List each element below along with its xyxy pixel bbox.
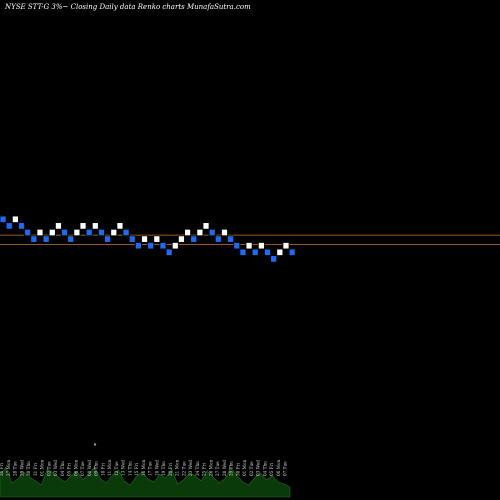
renko-brick-down [264, 248, 272, 257]
renko-brick-down [61, 228, 69, 237]
date-label: 09 Thu [94, 461, 99, 476]
date-label: 25 Fri [202, 462, 207, 476]
date-label: 20 Fri [168, 462, 173, 476]
renko-brick-down [5, 222, 13, 230]
renko-brick-up [220, 228, 228, 237]
renko-brick-up [54, 222, 62, 230]
date-label: 30 Thu [26, 461, 31, 476]
renko-brick-down [233, 241, 241, 250]
date-label: 26 Fri [0, 462, 4, 476]
date-label: 07 Tue [80, 461, 85, 476]
renko-brick-down [85, 228, 93, 237]
renko-brick-up [79, 222, 87, 230]
renko-brick-up [184, 228, 192, 237]
renko-brick-down [18, 222, 26, 230]
date-label: 19 Thu [161, 461, 166, 476]
date-label: 23 Wed [188, 460, 193, 476]
renko-brick-down [251, 248, 259, 257]
renko-brick-up [116, 222, 124, 230]
renko-brick-up [91, 222, 99, 230]
date-label: 15 Fri [134, 462, 139, 476]
renko-brick-down [30, 235, 38, 243]
renko-brick-down [159, 241, 167, 250]
date-label: 13 Wed [121, 460, 126, 476]
date-label: 05 Fri [269, 462, 274, 476]
date-label: 10 Fri [100, 462, 105, 476]
date-label: 14 Thu [127, 461, 132, 476]
renko-brick-down [288, 248, 296, 257]
renko-brick-up [245, 241, 253, 250]
renko-brick-up [171, 241, 179, 250]
date-labels: 26 Fri 27 Mon 28 Tue 29 Wed 30 Thu 31 Fri 01 M… [0, 460, 288, 476]
date-label: 24 Thu [195, 461, 200, 476]
renko-brick-down [128, 235, 136, 243]
renko-brick-down [134, 241, 142, 250]
date-label: 02 Tue [46, 461, 51, 476]
renko-brick-up [196, 228, 204, 237]
renko-brick-up [48, 228, 56, 237]
chart-title: NYSE STT-G 3%~ Closing Daily data Renko … [4, 3, 251, 11]
renko-brick-down [97, 228, 106, 237]
renko-brick-up [202, 222, 210, 230]
renko-brick-up [11, 215, 19, 224]
date-label: 29 Wed [19, 460, 24, 476]
volume-area-shape [0, 466, 291, 498]
renko-brick-up [140, 235, 149, 243]
renko-brick-up [153, 235, 161, 243]
date-label: 30 Fri [235, 462, 240, 476]
renko-brick-down [122, 228, 130, 237]
date-label: 22 Tue [181, 461, 186, 476]
date-label: 05 Fri [67, 462, 72, 476]
renko-brick-down [270, 255, 278, 263]
date-label: 18 Wed [154, 460, 159, 476]
date-label: 27 Mon [6, 460, 11, 476]
date-label: 03 Wed [256, 460, 261, 476]
date-label: 16 Mon [141, 460, 146, 476]
date-label: 26 Mon [208, 460, 213, 476]
date-label: 07 Tue [283, 461, 288, 476]
renko-brick-down [190, 235, 198, 243]
renko-bricks [0, 215, 296, 263]
date-label: 27 Tue [215, 461, 220, 476]
volume-outlier-point [93, 443, 97, 446]
date-label: 04 Thu [262, 461, 267, 476]
date-label: 08 Wed [87, 460, 92, 476]
renko-brick-down [165, 248, 173, 257]
date-label: 28 Tue [13, 461, 18, 476]
date-label: 29 Thu [229, 461, 234, 476]
date-label: 31 Fri [33, 462, 38, 476]
renko-brick-up [177, 235, 185, 243]
renko-brick-down [239, 248, 247, 257]
date-label: 03 Wed [53, 460, 58, 476]
date-label: 04 Thu [60, 461, 65, 476]
date-label: 06 Mon [73, 460, 78, 476]
date-label: 02 Tue [249, 461, 254, 476]
renko-brick-down [227, 235, 235, 243]
date-label: 06 Mon [276, 460, 281, 476]
date-label: 11 Mon [107, 460, 112, 476]
renko-brick-up [257, 241, 265, 250]
date-label: 21 Mon [175, 460, 180, 476]
date-label: 01 Mon [242, 460, 247, 476]
renko-brick-up [36, 228, 44, 237]
date-label: 17 Tue [148, 461, 153, 476]
renko-brick-down [67, 235, 75, 243]
renko-brick-up [73, 228, 81, 237]
renko-brick-down [42, 235, 50, 243]
renko-brick-up [282, 241, 290, 250]
renko-brick-up [276, 248, 284, 257]
renko-brick-down [104, 235, 112, 243]
renko-brick-down [0, 215, 7, 224]
renko-brick-down [208, 228, 216, 237]
renko-brick-down [24, 228, 32, 237]
volume-area [0, 443, 291, 498]
date-label: 12 Tue [114, 461, 119, 476]
date-label: 28 Wed [222, 460, 227, 476]
date-label: 01 Mon [40, 460, 45, 476]
renko-brick-up [110, 228, 118, 237]
renko-brick-down [147, 241, 155, 250]
renko-brick-down [214, 235, 222, 243]
